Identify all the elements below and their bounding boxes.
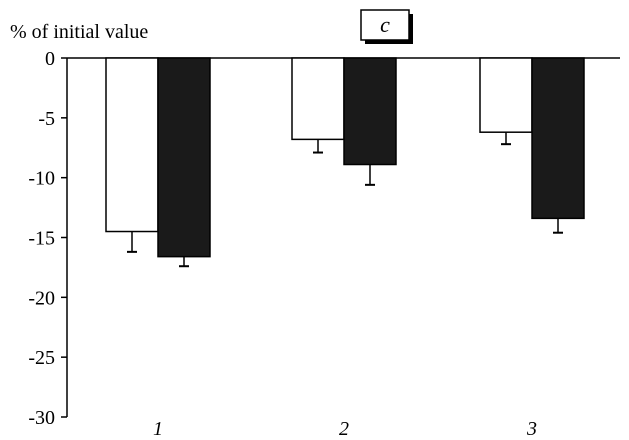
y-tick-label: -10 <box>28 168 55 190</box>
bar <box>157 57 211 258</box>
y-axis-label: % of initial value <box>10 21 148 43</box>
y-tick-label: -30 <box>28 407 55 429</box>
bar <box>343 57 397 166</box>
y-tick-label: -20 <box>28 287 55 309</box>
bar <box>531 57 585 220</box>
x-tick-label: 2 <box>339 418 349 440</box>
bar <box>479 57 533 133</box>
panel-label: c <box>380 12 390 37</box>
x-tick-label: 3 <box>526 418 537 440</box>
labels: 0 -5 -10 -15 -20 -25 -30 1 2 3 <box>28 48 537 440</box>
panel-label-frame <box>360 9 410 41</box>
x-tick-label: 1 <box>153 418 163 440</box>
y-tick-label: 0 <box>45 48 55 70</box>
y-tick-label: -5 <box>38 108 55 130</box>
y-tick-label: -15 <box>28 228 55 250</box>
bars <box>105 57 585 268</box>
bar <box>105 57 159 233</box>
bar <box>291 57 345 141</box>
panel-label-box: c <box>360 9 413 44</box>
y-tick-label: -25 <box>28 347 55 369</box>
